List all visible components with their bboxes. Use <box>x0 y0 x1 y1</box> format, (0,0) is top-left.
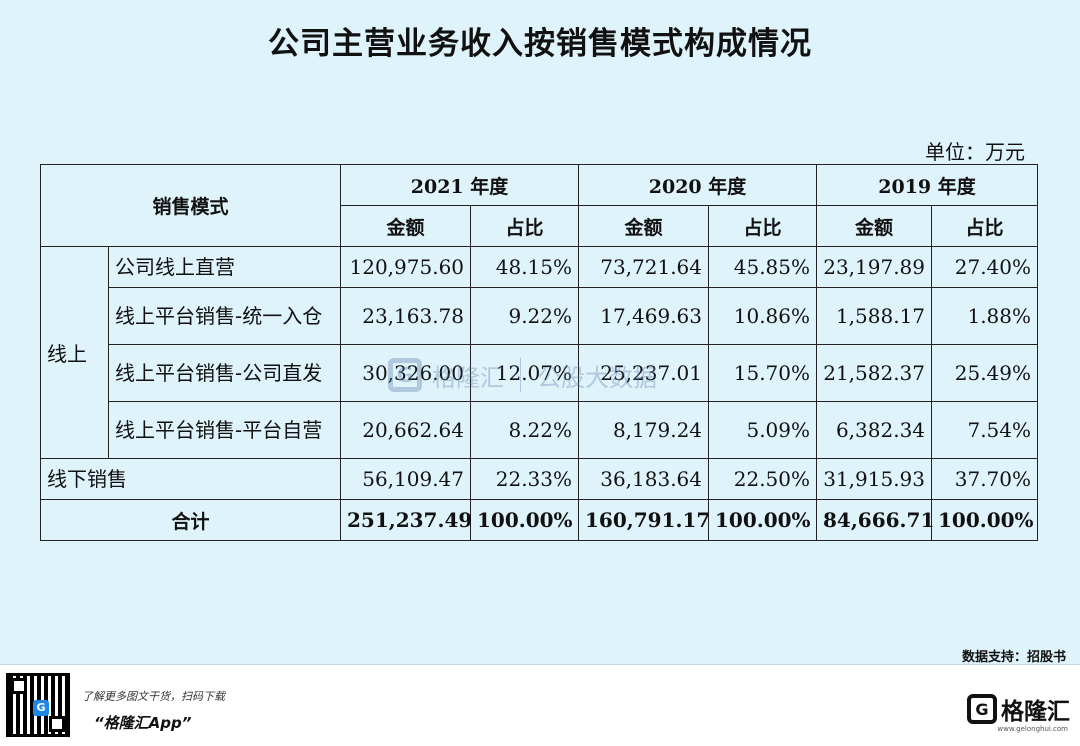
cell-value: 36,183.64 <box>578 458 710 500</box>
header-amount: 金额 <box>816 205 933 247</box>
table-row-total: 合计 251,237.49 100.00% 160,791.17 100.00%… <box>39 499 1039 541</box>
brand-name: 格隆汇 <box>1001 699 1070 725</box>
cell-value: 48.15% <box>470 246 580 288</box>
cell-value: 160,791.17 <box>578 499 710 541</box>
cell-value: 15.70% <box>708 344 818 402</box>
table-row: 线上平台销售-平台自营 20,662.64 8.22% 8,179.24 5.0… <box>41 401 1039 459</box>
cell-value: 8.22% <box>470 401 580 459</box>
cell-value: 22.33% <box>470 458 580 500</box>
unit-label: 单位：万元 <box>925 140 1025 164</box>
cell-value: 10.86% <box>708 287 818 345</box>
cell-value: 31,915.93 <box>816 458 933 500</box>
header-amount: 金额 <box>340 205 472 247</box>
table-row: 线上 公司线上直营 120,975.60 48.15% 73,721.64 45… <box>40 246 1039 459</box>
row-label: 公司线上直营 <box>107 246 342 288</box>
cell-value: 100.00% <box>708 499 818 541</box>
cell-value: 8,179.24 <box>578 401 710 459</box>
header-year-2021: 2021 年度 <box>340 164 580 206</box>
cell-value: 22.50% <box>708 458 818 500</box>
promo-text: 了解更多图文干货，扫码下载 <box>82 690 225 703</box>
header-ratio: 占比 <box>708 205 818 247</box>
header-ratio: 占比 <box>931 205 1039 247</box>
cell-value: 20,662.64 <box>340 401 472 459</box>
cell-value: 30,326.00 <box>340 344 472 402</box>
data-source: 数据支持：招股书 <box>961 650 1066 665</box>
header-ratio: 占比 <box>470 205 580 247</box>
cell-value: 1.88% <box>931 287 1039 345</box>
header-sales-mode: 销售模式 <box>39 164 342 247</box>
footer-divider <box>0 664 1080 665</box>
footer <box>0 665 1080 746</box>
cell-value: 73,721.64 <box>578 246 710 288</box>
table-row: 线下销售 56,109.47 22.33% 36,183.64 22.50% 3… <box>39 458 1039 500</box>
sales-mode-table: 销售模式 2021 年度 2020 年度 2019 年度 金额 占比 金额 占比… <box>39 164 1039 541</box>
cell-value: 12.07% <box>470 344 580 402</box>
cell-value: 23,163.78 <box>340 287 472 345</box>
cell-value: 84,666.71 <box>816 499 934 541</box>
cell-value: 5.09% <box>708 401 818 459</box>
cell-value: 251,237.49 <box>340 499 472 541</box>
row-label: 线上平台销售-公司直发 <box>107 344 342 402</box>
cell-value: 37.70% <box>931 458 1039 500</box>
category-online: 线上 <box>40 246 109 459</box>
cell-value: 6,382.34 <box>816 401 933 459</box>
brand-url: www.gelonghui.com <box>997 725 1068 733</box>
brand-logo: G 格隆汇 <box>967 692 1070 726</box>
cell-value: 1,588.17 <box>816 287 933 345</box>
brand-g-icon: G <box>967 694 997 724</box>
row-label: 线上平台销售-平台自营 <box>107 401 342 459</box>
row-label-total: 合计 <box>39 499 342 541</box>
cell-value: 23,197.89 <box>816 246 933 288</box>
cell-value: 7.54% <box>931 401 1039 459</box>
table-row: 线上平台销售-统一入仓 23,163.78 9.22% 17,469.63 10… <box>41 287 1039 345</box>
promo-app-name: “格隆汇App” <box>94 714 192 732</box>
cell-value: 27.40% <box>931 246 1039 288</box>
cell-value: 9.22% <box>470 287 580 345</box>
cell-value: 21,582.37 <box>816 344 933 402</box>
page-title: 公司主营业务收入按销售模式构成情况 <box>268 26 812 62</box>
cell-value: 17,469.63 <box>578 287 710 345</box>
cell-value: 100.00% <box>931 499 1039 541</box>
qr-code-icon[interactable]: G <box>6 673 70 737</box>
header-amount: 金额 <box>578 205 710 247</box>
cell-value: 25.49% <box>931 344 1039 402</box>
cell-value: 25,237.01 <box>578 344 710 402</box>
cell-value: 120,975.60 <box>340 246 472 288</box>
cell-value: 56,109.47 <box>340 458 472 500</box>
table-row: 线上平台销售-公司直发 30,326.00 12.07% 25,237.01 1… <box>41 344 1039 402</box>
qr-logo-icon: G <box>33 700 49 716</box>
row-label: 线上平台销售-统一入仓 <box>107 287 342 345</box>
header-year-2019: 2019 年度 <box>816 164 1039 206</box>
cell-value: 100.00% <box>470 499 580 541</box>
row-label-offline: 线下销售 <box>39 458 342 500</box>
cell-value: 45.85% <box>708 246 818 288</box>
header-year-2020: 2020 年度 <box>578 164 818 206</box>
